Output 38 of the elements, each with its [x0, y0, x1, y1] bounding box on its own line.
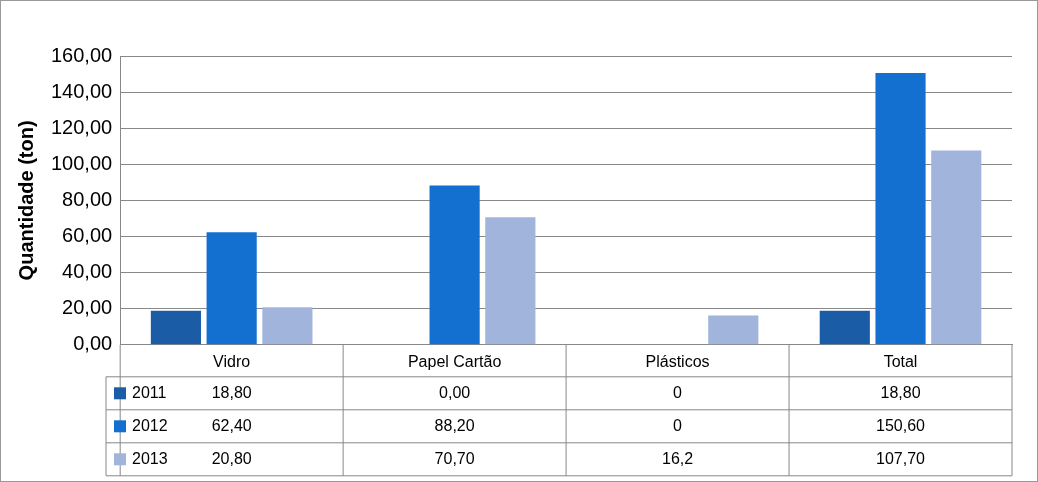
y-tick-label: 20,00	[62, 296, 113, 319]
y-tick-label: 100,00	[51, 151, 113, 174]
legend-label: 2013	[132, 449, 168, 467]
bar	[206, 232, 257, 345]
x-tick-label: Plásticos	[645, 352, 710, 370]
data-label: 16,2	[661, 449, 694, 467]
y-tick-label: 120,00	[51, 115, 113, 138]
data-label: 20,80	[211, 449, 252, 467]
y-tick-label: 160,00	[51, 43, 113, 66]
data-label: 0,00	[439, 383, 471, 401]
y-axis-title: Quantidade (ton)	[14, 120, 37, 281]
bar	[429, 185, 480, 345]
bar	[150, 310, 201, 345]
x-tick-label: Papel Cartão	[407, 352, 502, 370]
data-label: 18,80	[880, 383, 921, 401]
y-tick-label: 80,00	[62, 187, 113, 210]
data-label: 0	[673, 383, 683, 401]
data-label: 70,70	[434, 449, 475, 467]
y-tick-label: 140,00	[51, 79, 113, 102]
bar	[262, 307, 313, 345]
data-label: 107,70	[876, 449, 926, 467]
y-tick-label: 40,00	[62, 260, 113, 283]
bar	[708, 315, 759, 345]
data-label: 150,60	[876, 416, 926, 434]
x-tick-label: Total	[883, 352, 918, 370]
legend-label: 2011	[132, 383, 167, 401]
data-label: 0	[673, 416, 683, 434]
bar	[875, 72, 926, 345]
y-tick-label: 60,00	[62, 224, 113, 247]
bar	[485, 217, 536, 345]
bar	[931, 150, 982, 345]
x-tick-label: Vidro	[213, 352, 251, 370]
data-label: 62,40	[211, 416, 252, 434]
bar	[819, 310, 870, 345]
legend-label: 2012	[132, 416, 168, 434]
data-label: 18,80	[211, 383, 252, 401]
y-tick-label: 0,00	[73, 332, 113, 355]
data-label: 88,20	[434, 416, 475, 434]
